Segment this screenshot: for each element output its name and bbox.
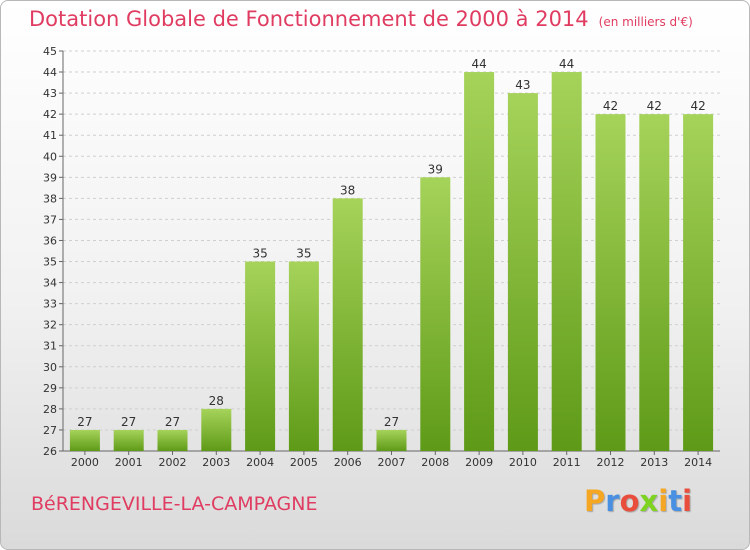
bar-2003 [201,408,232,451]
bar-2002 [157,429,188,451]
y-tick-label: 28 [43,403,57,416]
y-tick-label: 44 [43,66,57,79]
x-tick-label: 2013 [640,456,668,469]
data-label-2002: 27 [165,415,180,429]
y-tick-label: 40 [43,150,57,163]
data-label-2004: 35 [252,247,267,261]
x-tick-label: 2012 [597,456,625,469]
y-tick-label: 39 [43,171,57,184]
bar-2006 [332,198,363,451]
x-tick-label: 2003 [202,456,230,469]
x-tick-label: 2001 [115,456,143,469]
y-tick-label: 26 [43,445,57,458]
y-tick-label: 45 [43,45,57,58]
y-tick-label: 36 [43,234,57,247]
logo-letter: t [668,484,683,518]
logo-letter: i [658,484,669,518]
data-labels: 27 27 27 28 35 35 38 27 39 44 43 44 42 42 42 [77,57,705,429]
x-tick-label: 2007 [378,456,406,469]
x-tick-label: 2009 [465,456,493,469]
data-label-2014: 42 [690,99,705,113]
y-tick-label: 29 [43,382,57,395]
y-tick-label: 32 [43,319,57,332]
bar-2011 [551,72,582,451]
bar-2007 [376,429,407,451]
chart-subtitle: (en milliers d'€) [598,15,693,29]
logo-letter: P [584,484,606,518]
bar-2013 [639,114,670,451]
x-tick-label: 2002 [159,456,187,469]
logo-letter: i [682,484,693,518]
x-tick-label: 2006 [334,456,362,469]
y-tick-label: 35 [43,256,57,269]
bar-2009 [464,72,495,451]
data-label-2009: 44 [471,57,486,71]
bar-2008 [420,177,451,451]
bar-2001 [113,429,144,451]
chart-title-text: Dotation Globale de Fonctionnement de 20… [29,7,589,31]
bar-2012 [595,114,626,451]
y-tick-label: 31 [43,340,57,353]
data-label-2001: 27 [121,415,136,429]
y-tick-label: 27 [43,424,57,437]
x-tick-label: 2005 [290,456,318,469]
x-tick-label: 2014 [684,456,712,469]
commune-name: BéRENGEVILLE-LA-CAMPAGNE [31,493,318,515]
chart-title: Dotation Globale de Fonctionnement de 20… [29,7,693,31]
data-label-2007: 27 [384,415,399,429]
y-tick-label: 30 [43,361,57,374]
y-tick-label: 41 [43,129,57,142]
bars [69,72,714,452]
data-label-2003: 28 [209,394,224,408]
y-tick-label: 43 [43,87,57,100]
bar-2014 [683,114,714,451]
x-tick-label: 2004 [246,456,274,469]
y-tick-label: 42 [43,108,57,121]
bar-2000 [69,429,100,451]
data-label-2011: 44 [559,57,574,71]
data-label-2000: 27 [77,415,92,429]
proxiti-logo: Proxiti [584,484,692,518]
y-tick-label: 38 [43,192,57,205]
data-label-2008: 39 [428,162,443,176]
bar-2010 [507,93,538,452]
x-tick-label: 2000 [71,456,99,469]
data-label-2010: 43 [515,78,530,92]
data-label-2013: 42 [647,99,662,113]
data-label-2012: 42 [603,99,618,113]
y-tick-label: 33 [43,298,57,311]
x-tick-label: 2008 [421,456,449,469]
y-tick-label: 34 [43,277,57,290]
y-tick-label: 37 [43,213,57,226]
logo-letter: x [639,484,659,518]
data-label-2006: 38 [340,183,355,197]
logo-letter: o [619,484,640,518]
bar-2005 [288,261,319,451]
x-tick-label: 2011 [553,456,581,469]
bar-2004 [245,261,276,451]
x-tick-label: 2010 [509,456,537,469]
logo-letter: r [605,484,620,518]
data-label-2005: 35 [296,247,311,261]
